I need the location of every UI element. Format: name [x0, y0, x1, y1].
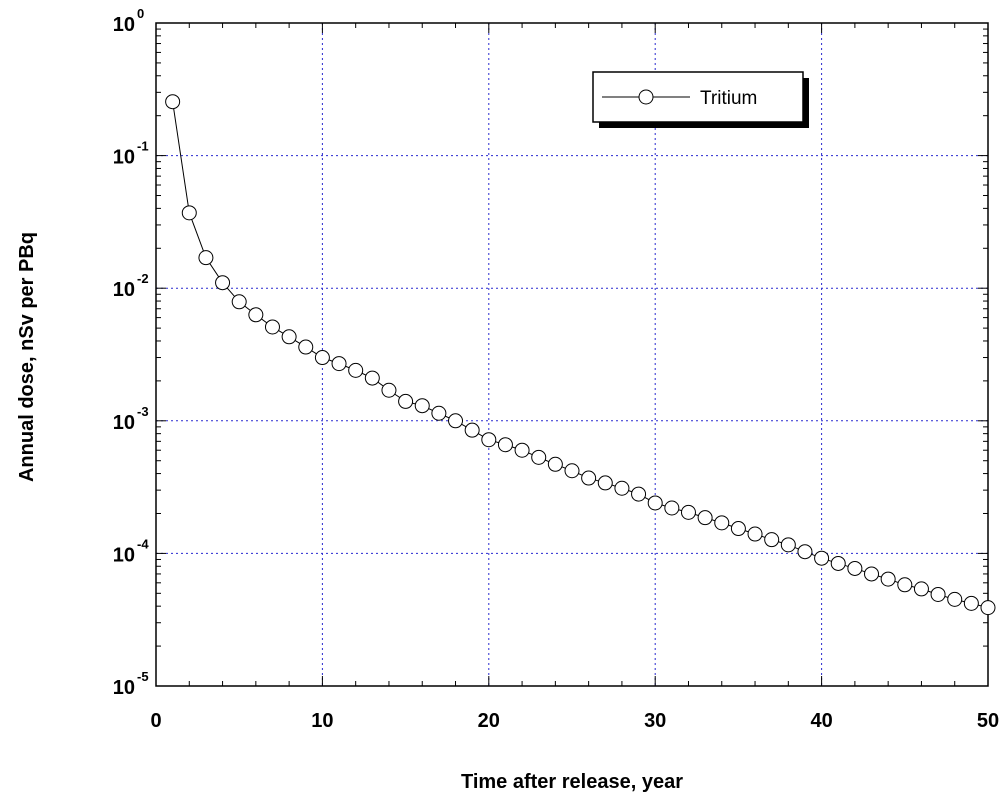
data-point — [597, 475, 613, 491]
data-point — [181, 205, 197, 221]
y-tick-label-base: 10 — [113, 147, 135, 169]
legend[interactable]: Tritium — [592, 71, 809, 128]
data-point — [198, 250, 214, 266]
data-point — [348, 362, 364, 378]
data-point — [797, 544, 813, 560]
series-line-tritium — [172, 101, 989, 609]
y-axis-title: Annual dose, nSv per PBq — [16, 232, 38, 482]
plot-frame — [155, 22, 989, 687]
y-tick-label: 10-2 — [113, 271, 149, 301]
data-point — [814, 550, 830, 566]
data-point — [497, 437, 513, 453]
data-point — [864, 566, 880, 582]
x-tick-label: 10 — [311, 710, 333, 732]
data-point — [165, 94, 181, 110]
data-point — [980, 600, 996, 616]
data-point — [847, 560, 863, 576]
y-tick-label-exponent: -3 — [137, 404, 149, 419]
data-point — [714, 515, 730, 531]
y-tick-label: 10-1 — [113, 139, 149, 169]
data-series — [165, 94, 996, 616]
x-tick-labels: 0 10 20 30 40 50 — [150, 710, 999, 732]
data-point — [614, 480, 630, 496]
data-point — [264, 319, 280, 335]
data-point — [398, 393, 414, 409]
data-point — [764, 532, 780, 548]
data-point — [281, 329, 297, 345]
x-axis-title: Time after release, year — [461, 771, 683, 793]
data-point — [913, 581, 929, 597]
x-tick-label: 0 — [150, 710, 161, 732]
y-tick-label-base: 10 — [113, 14, 135, 36]
x-tick-label: 20 — [478, 710, 500, 732]
y-tick-label: 10-3 — [113, 404, 149, 434]
x-tick-label: 50 — [977, 710, 999, 732]
y-tick-label: 100 — [113, 6, 144, 36]
data-point — [514, 442, 530, 458]
grid-lines — [156, 23, 988, 686]
data-point — [448, 413, 464, 429]
data-point — [930, 586, 946, 602]
data-point — [381, 382, 397, 398]
data-point — [880, 571, 896, 587]
data-point — [331, 356, 347, 372]
legend-label-tritium: Tritium — [700, 88, 757, 109]
data-point — [664, 500, 680, 516]
y-tick-label-base: 10 — [113, 412, 135, 434]
y-tick-label: 10-5 — [113, 669, 149, 699]
legend-marker-sample — [638, 89, 654, 105]
data-point — [697, 510, 713, 526]
data-point — [897, 577, 913, 593]
y-tick-label-exponent: -2 — [137, 271, 149, 286]
data-point — [547, 456, 563, 472]
data-point — [414, 398, 430, 414]
data-point — [780, 537, 796, 553]
data-point — [963, 595, 979, 611]
y-tick-label-base: 10 — [113, 677, 135, 699]
data-point — [647, 495, 663, 511]
data-point — [464, 422, 480, 438]
data-point — [231, 294, 247, 310]
x-tick-label: 40 — [810, 710, 832, 732]
data-point — [581, 470, 597, 486]
y-tick-label-exponent: -5 — [137, 669, 149, 684]
data-point — [947, 591, 963, 607]
data-point — [364, 370, 380, 386]
y-tick-label-exponent: -1 — [137, 139, 149, 154]
data-point — [481, 432, 497, 448]
x-tick-label: 30 — [644, 710, 666, 732]
data-point — [314, 350, 330, 366]
data-point — [564, 463, 580, 479]
y-tick-label-base: 10 — [113, 544, 135, 566]
data-point — [680, 504, 696, 520]
data-point — [830, 555, 846, 571]
axis-ticks — [155, 22, 989, 687]
data-point — [531, 449, 547, 465]
y-tick-label: 10-4 — [113, 536, 150, 566]
y-tick-label-base: 10 — [113, 279, 135, 301]
data-point — [631, 486, 647, 502]
y-tick-label-exponent: 0 — [137, 6, 144, 21]
data-point — [730, 521, 746, 537]
data-point — [248, 307, 264, 323]
y-tick-label-exponent: -4 — [137, 536, 149, 551]
data-point — [431, 405, 447, 421]
data-point — [215, 275, 231, 291]
data-point — [747, 526, 763, 542]
data-point — [298, 339, 314, 355]
